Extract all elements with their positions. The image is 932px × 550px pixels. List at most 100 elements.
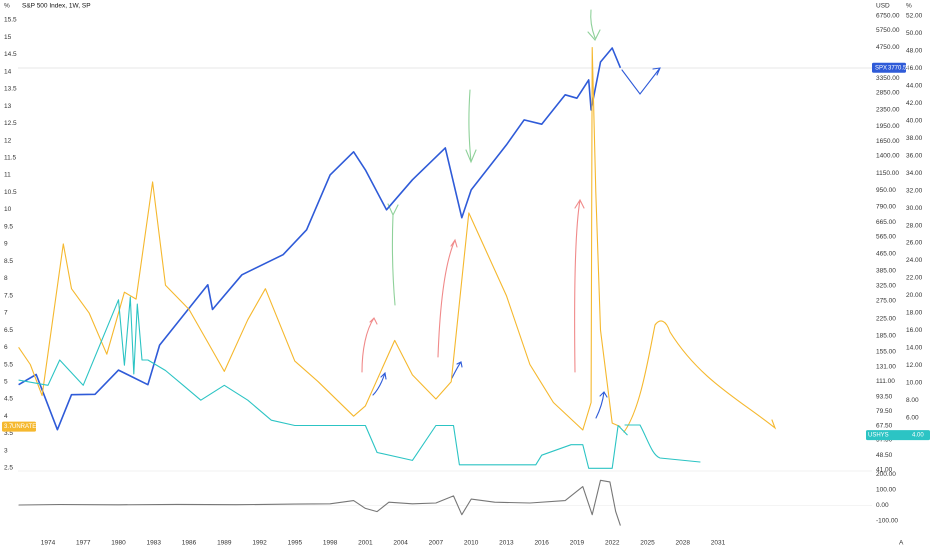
series-name: UNRATE	[12, 424, 36, 430]
x-tick-label: 1977	[76, 540, 91, 547]
y-tick-label: 7	[4, 310, 8, 317]
red-arrow	[361, 317, 378, 373]
x-tick-label: 2016	[534, 540, 549, 547]
series-line	[18, 479, 621, 526]
y3-tick-label: 44.00	[906, 83, 923, 90]
y-tick-label: 8.5	[4, 258, 13, 265]
y2-tick-label: 275.00	[876, 297, 896, 304]
series-line	[18, 296, 628, 469]
y-tick-label: 6.5	[4, 327, 13, 334]
x-tick-label: 2010	[464, 540, 479, 547]
series-name: USHYS	[868, 433, 889, 439]
y2-tick-label: 2350.00	[876, 107, 900, 114]
y-tick-label: 11.5	[4, 154, 17, 161]
y2-tick-label: 950.00	[876, 187, 896, 194]
y2-tick-label: 93.50	[876, 393, 893, 400]
y-tick-label: 4.5	[4, 396, 13, 403]
y-tick-label: 9.5	[4, 223, 13, 230]
osc-tick-label: 100.00	[876, 486, 896, 493]
x-tick-label: 1995	[288, 540, 303, 547]
y2-tick-label: 155.00	[876, 348, 896, 355]
x-tick-label: 1986	[182, 540, 197, 547]
x-tick-label: 1980	[111, 540, 126, 547]
y3-tick-label: 28.00	[906, 222, 923, 229]
y3-tick-label: 38.00	[906, 135, 923, 142]
y-tick-label: 13	[4, 103, 12, 110]
y2-tick-label: 325.00	[876, 283, 896, 290]
y2-tick-label: 385.00	[876, 267, 896, 274]
y-tick-label: 5	[4, 378, 8, 385]
series-line	[18, 47, 622, 431]
blue-arrow	[595, 391, 608, 419]
y2-tick-label: 665.00	[876, 219, 896, 226]
annotations	[361, 9, 777, 463]
osc-tick-label: 200.00	[876, 471, 896, 478]
last-value-label: 4.00	[912, 433, 924, 439]
y3-tick-label: 24.00	[906, 257, 923, 264]
y-tick-label: 3.5	[4, 430, 13, 437]
y2-tick-label: 6750.00	[876, 13, 900, 20]
y3-tick-label: 16.00	[906, 327, 923, 334]
y2-tick-label: 225.00	[876, 315, 896, 322]
y2-tick-label: 185.00	[876, 333, 896, 340]
y-tick-label: 11	[4, 172, 11, 179]
y-tick-label: 10.5	[4, 189, 17, 196]
y2-tick-label: 1400.00	[876, 153, 900, 160]
y2-tick-label: 67.50	[876, 422, 893, 429]
osc-tick-label: -100.00	[876, 518, 898, 525]
y2-tick-label: 79.50	[876, 408, 893, 415]
x-tick-label: 1989	[217, 540, 232, 547]
y2-tick-label: 4750.00	[876, 44, 900, 51]
y3-tick-label: 52.00	[906, 13, 923, 20]
y-tick-label: 7.5	[4, 292, 13, 299]
y3-tick-label: 42.00	[906, 100, 923, 107]
projection	[623, 320, 777, 433]
last-value-tag	[872, 62, 906, 73]
y3-tick-label: 12.00	[906, 362, 923, 369]
corner-button[interactable]: A	[899, 540, 904, 547]
y3-tick-label: 40.00	[906, 118, 923, 125]
y3-tick-label: 10.00	[906, 379, 923, 386]
y3-tick-label: 46.00	[906, 65, 923, 72]
y3-tick-label: 48.00	[906, 48, 923, 55]
y-tick-label: 15	[4, 34, 12, 41]
y2-tick-label: 111.00	[876, 378, 895, 385]
last-value-tag	[2, 421, 36, 432]
projection	[621, 67, 661, 95]
y-tick-label: 9	[4, 241, 8, 248]
y-tick-label: 2.5	[4, 465, 13, 472]
red-arrow	[437, 238, 458, 358]
y2-axis-label: USD	[876, 3, 890, 10]
x-tick-label: 2022	[605, 540, 620, 547]
last-value-tag	[866, 430, 930, 441]
y3-tick-label: 36.00	[906, 152, 923, 159]
y3-tick-label: 22.00	[906, 275, 923, 282]
last-value-label: 3.7	[4, 424, 13, 430]
x-tick-label: 2025	[640, 540, 655, 547]
red-arrow	[574, 198, 585, 373]
y2-tick-label: 48.50	[876, 452, 893, 459]
green-arrow	[587, 9, 601, 41]
green-arrow	[387, 203, 399, 306]
y-tick-label: 13.5	[4, 86, 17, 93]
x-tick-label: 2007	[429, 540, 444, 547]
y2-tick-label: 57.50	[876, 437, 893, 444]
blue-arrow	[451, 361, 463, 379]
x-tick-label: 2013	[499, 540, 514, 547]
y-tick-label: 14.5	[4, 51, 17, 58]
y-tick-label: 12	[4, 137, 12, 144]
x-tick-label: 1974	[41, 540, 56, 547]
y3-tick-label: 26.00	[906, 240, 923, 247]
y3-axis-label: %	[906, 3, 912, 10]
y2-tick-label: 790.00	[876, 204, 896, 211]
x-tick-label: 2019	[570, 540, 585, 547]
y2-tick-label: 131.00	[876, 363, 896, 370]
y-tick-label: 15.5	[4, 17, 17, 24]
y2-tick-label: 465.00	[876, 251, 896, 258]
x-tick-label: 2004	[393, 540, 408, 547]
y-tick-label: 8	[4, 275, 8, 282]
series-name: SPX	[875, 65, 887, 71]
y2-tick-label: 3350.00	[876, 75, 900, 82]
y3-tick-label: 30.00	[906, 205, 923, 212]
y3-tick-label: 18.00	[906, 310, 923, 317]
